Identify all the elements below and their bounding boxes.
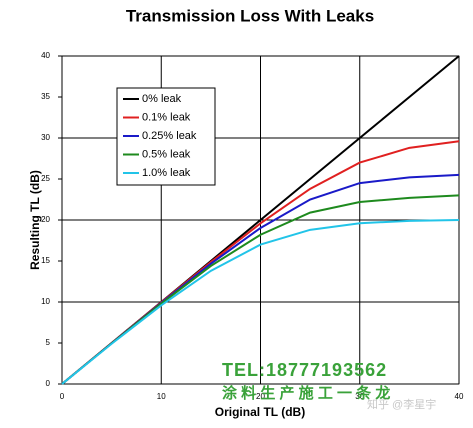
legend-label: 0.5% leak xyxy=(142,148,191,160)
legend-label: 0.25% leak xyxy=(142,130,197,142)
watermark-slogan: 涂 料 生 产 施 工 一 条 龙 xyxy=(222,384,390,402)
y-tick-label: 40 xyxy=(41,51,50,60)
legend-label: 1.0% leak xyxy=(142,167,191,179)
y-tick-label: 20 xyxy=(41,215,50,224)
y-tick-label: 30 xyxy=(41,133,50,142)
watermark-phone: TEL:18777193562 xyxy=(222,360,387,380)
x-axis-label: Original TL (dB) xyxy=(215,405,305,419)
series-line xyxy=(61,219,460,385)
y-tick-label: 15 xyxy=(41,256,50,265)
y-tick-label: 25 xyxy=(41,174,50,183)
x-tick-label: 30 xyxy=(355,392,364,401)
y-axis-label: Resulting TL (dB) xyxy=(28,170,42,270)
legend-label: 0.1% leak xyxy=(142,111,191,123)
x-tick-label: 10 xyxy=(157,392,166,401)
x-tick-label: 40 xyxy=(455,392,464,401)
x-tick-label: 0 xyxy=(60,392,65,401)
legend-label: 0% leak xyxy=(142,93,182,105)
x-tick-label: 20 xyxy=(256,392,265,401)
y-tick-label: 10 xyxy=(41,297,50,306)
y-tick-label: 0 xyxy=(46,379,51,388)
y-tick-label: 5 xyxy=(46,338,51,347)
watermark-author: 知乎 @李星宇 xyxy=(367,397,436,411)
y-tick-label: 35 xyxy=(41,92,50,101)
chart-title: Transmission Loss With Leaks xyxy=(126,6,374,25)
